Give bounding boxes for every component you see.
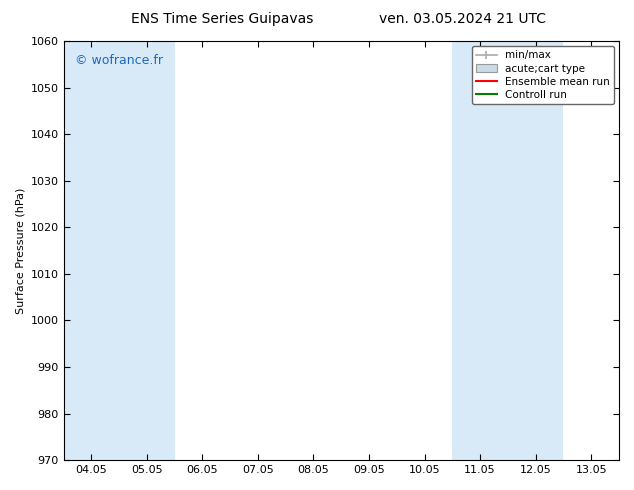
Text: © wofrance.fr: © wofrance.fr: [75, 53, 163, 67]
Legend: min/max, acute;cart type, Ensemble mean run, Controll run: min/max, acute;cart type, Ensemble mean …: [472, 46, 614, 104]
Bar: [508, 41, 564, 460]
Bar: [119, 41, 174, 460]
Text: ven. 03.05.2024 21 UTC: ven. 03.05.2024 21 UTC: [379, 12, 547, 26]
Bar: [453, 41, 508, 460]
Y-axis label: Surface Pressure (hPa): Surface Pressure (hPa): [15, 187, 25, 314]
Bar: [63, 41, 119, 460]
Text: ENS Time Series Guipavas: ENS Time Series Guipavas: [131, 12, 313, 26]
